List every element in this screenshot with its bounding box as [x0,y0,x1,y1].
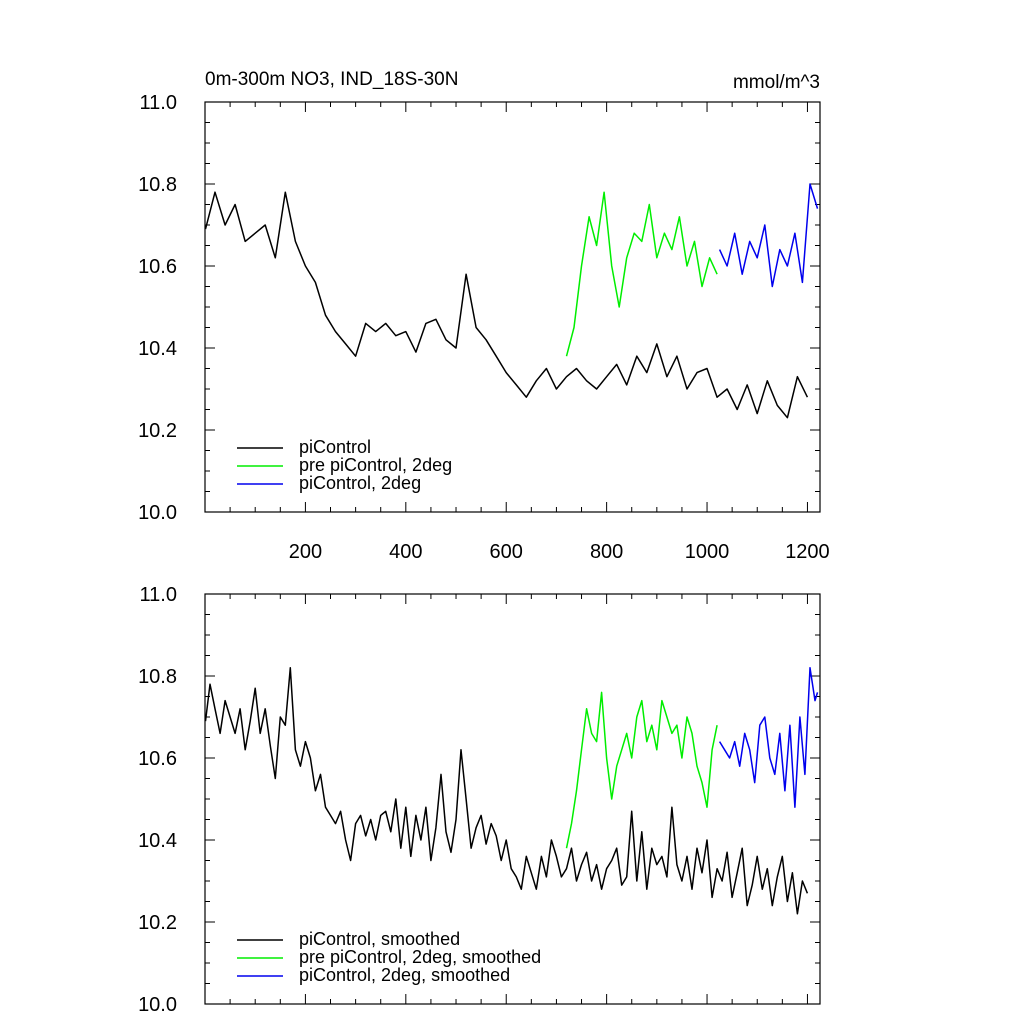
top-xtick-label: 400 [389,541,422,563]
bottom-ytick-label: 10.6 [138,748,177,770]
top-xtick-label: 1000 [685,541,730,563]
top-ytick-label: 10.0 [138,502,177,524]
bottom-plot-frame [204,593,821,1005]
top-ytick-label: 10.2 [138,420,177,442]
top-xtick-label: 600 [490,541,523,563]
top-xtick-label: 200 [289,541,322,563]
top-series-line-1 [565,191,718,357]
bottom-ytick-label: 10.8 [138,666,177,688]
top-legend-label-1: pre piControl, 2deg [299,455,452,475]
top-legend-label-0: piControl [299,437,371,457]
top-legend-label-2: piControl, 2deg [299,473,421,493]
bottom-ytick-label: 10.4 [138,830,177,852]
top-xtick-label: 800 [590,541,623,563]
bottom-ytick-label: 10.2 [138,912,177,934]
top-panel-units: mmol/m^3 [733,72,820,93]
top-series-line-2 [718,183,819,288]
top-xtick-label: 1200 [785,541,830,563]
top-series-line-0 [204,191,809,419]
bottom-ytick-label: 10.0 [138,994,177,1016]
bottom-ytick-label: 11.0 [140,584,177,606]
top-ytick-label: 11.0 [140,92,177,114]
top-ytick-label: 10.6 [138,256,177,278]
bottom-legend-label-0: piControl, smoothed [299,929,460,949]
bottom-series-line-1 [565,691,718,849]
bottom-panel: 10.0 10.2 10.4 10.6 10.8 11.0 piControl, smoot… [138,584,821,1016]
top-panel-title: 0m-300m NO3, IND_18S-30N [205,69,458,90]
top-panel: 0m-300m NO3, IND_18S-30N mmol/m^3 10.0 10… [138,69,830,563]
bottom-legend-label-2: piControl, 2deg, smoothed [299,965,510,985]
bottom-legend-label-1: pre piControl, 2deg, smoothed [299,947,541,967]
top-ytick-label: 10.8 [138,174,177,196]
bottom-series-line-0 [204,667,809,915]
bottom-series-line-2 [718,667,819,808]
top-ytick-label: 10.4 [138,338,177,360]
top-plot-frame [204,101,821,513]
